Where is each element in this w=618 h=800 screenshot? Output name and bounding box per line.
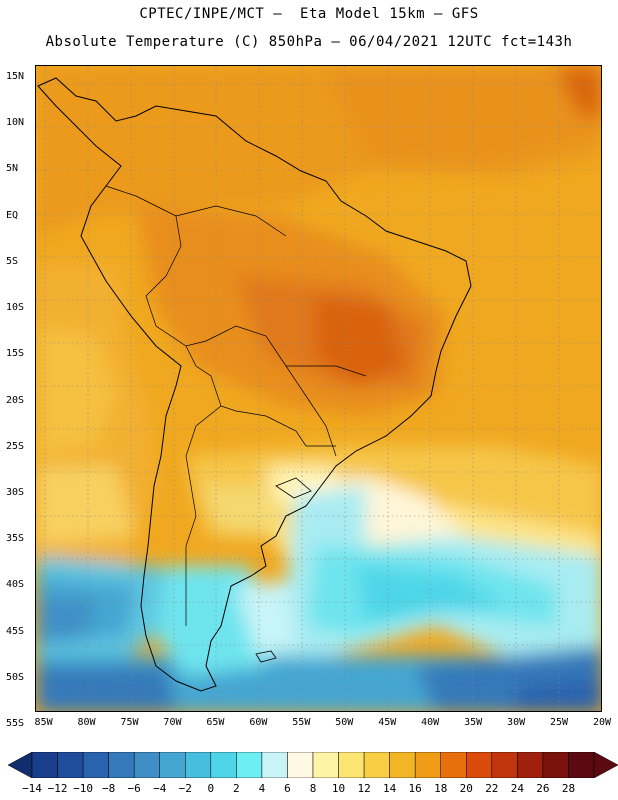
colorbar-box [31, 751, 58, 779]
lon-label-65w: 65W [206, 717, 225, 728]
graticule [36, 66, 601, 711]
lat-label-15s: 15S [6, 348, 25, 360]
colorbar-label: −2 [178, 782, 192, 795]
colorbar-label: 6 [284, 782, 291, 795]
colorbar-label: 12 [357, 782, 371, 795]
temperature-map [35, 65, 602, 712]
colorbar-label: −8 [102, 782, 116, 795]
map-svg [36, 66, 601, 711]
lat-label-30s: 30S [6, 486, 25, 498]
colorbar-svg [7, 751, 618, 779]
lon-label-35w: 35W [464, 717, 483, 728]
lat-label-25s: 25S [6, 440, 25, 452]
estuary [275, 477, 312, 499]
lat-label-50s: 50S [6, 671, 25, 683]
lon-label-70w: 70W [163, 717, 182, 728]
lat-label-55s: 55S [6, 718, 25, 729]
colorbar-label: 18 [434, 782, 448, 795]
colorbar-label: 10 [331, 782, 346, 795]
colorbar-box [287, 751, 314, 779]
lon-label-55w: 55W [292, 717, 311, 728]
colorbar-box [491, 751, 518, 779]
colorbar-box [108, 751, 135, 779]
colorbar-box [568, 751, 595, 779]
lon-label-60w: 60W [249, 717, 268, 728]
colorbar-box [414, 751, 441, 779]
colorbar-box [210, 751, 237, 779]
lon-label-80w: 80W [77, 717, 96, 728]
colorbar-label: 22 [485, 782, 499, 795]
colorbar-label: 2 [233, 782, 240, 795]
colorbar-box [261, 751, 288, 779]
colorbar-label: 16 [408, 782, 422, 795]
colorbar-label: 0 [207, 782, 215, 795]
lat-label-eq: EQ [6, 209, 19, 221]
colorbar-label: 28 [561, 782, 576, 795]
colorbar-label: −4 [153, 782, 167, 795]
lon-label-45w: 45W [378, 717, 397, 728]
lat-label-45s: 45S [6, 625, 25, 637]
colorbar-box [312, 751, 339, 779]
colorbar-box [236, 751, 263, 779]
colorbar-box [542, 751, 569, 779]
colorbar-label: 20 [459, 782, 473, 795]
lon-label-25w: 25W [550, 717, 569, 728]
colorbar-high-arrow [593, 751, 618, 779]
lat-label-5n: 5N [6, 163, 19, 175]
colorbar-box [517, 751, 544, 779]
lat-label-35s: 35S [6, 533, 25, 545]
lon-label-40w: 40W [421, 717, 440, 728]
colorbar-label: −14 [22, 782, 42, 795]
colorbar-label: −10 [73, 782, 94, 795]
falklands [255, 650, 277, 663]
colorbar-label: 26 [536, 782, 550, 795]
chart-title-line2: Absolute Temperature (C) 850hPa – 06/04/… [45, 34, 573, 50]
colorbar [7, 751, 618, 779]
colorbar-label: 8 [309, 782, 317, 795]
colorbar-label: 14 [383, 782, 397, 795]
colorbar-box [389, 751, 416, 779]
lon-label-75w: 75W [120, 717, 139, 728]
colorbar-label: −6 [127, 782, 141, 795]
lat-label-20s: 20S [6, 394, 25, 406]
lat-label-15n: 15N [6, 71, 25, 82]
country-borders [105, 185, 367, 626]
lon-label-85w: 85W [34, 717, 53, 728]
colorbar-box [57, 751, 84, 779]
colorbar-box [338, 751, 365, 779]
lat-label-10n: 10N [6, 117, 25, 129]
colorbar-label: 4 [258, 782, 266, 795]
colorbar-box [466, 751, 493, 779]
lon-label-50w: 50W [335, 717, 354, 728]
coastline [37, 77, 472, 692]
colorbar-box [363, 751, 390, 779]
chart-title-line1: CPTEC/INPE/MCT – Eta Model 15km – GFS [139, 6, 479, 22]
colorbar-box [159, 751, 186, 779]
lat-label-5s: 5S [6, 255, 19, 267]
colorbar-box [82, 751, 109, 779]
lat-label-10s: 10S [6, 302, 25, 314]
colorbar-label: −12 [47, 782, 68, 795]
temperature-field [36, 66, 601, 711]
colorbar-box [185, 751, 212, 779]
colorbar-low-arrow [7, 751, 33, 779]
lon-label-30w: 30W [507, 717, 526, 728]
lon-label-20w: 20W [592, 717, 612, 728]
colorbar-label: 24 [510, 782, 524, 795]
colorbar-box [440, 751, 467, 779]
lat-label-40s: 40S [6, 579, 25, 591]
colorbar-box [133, 751, 160, 779]
